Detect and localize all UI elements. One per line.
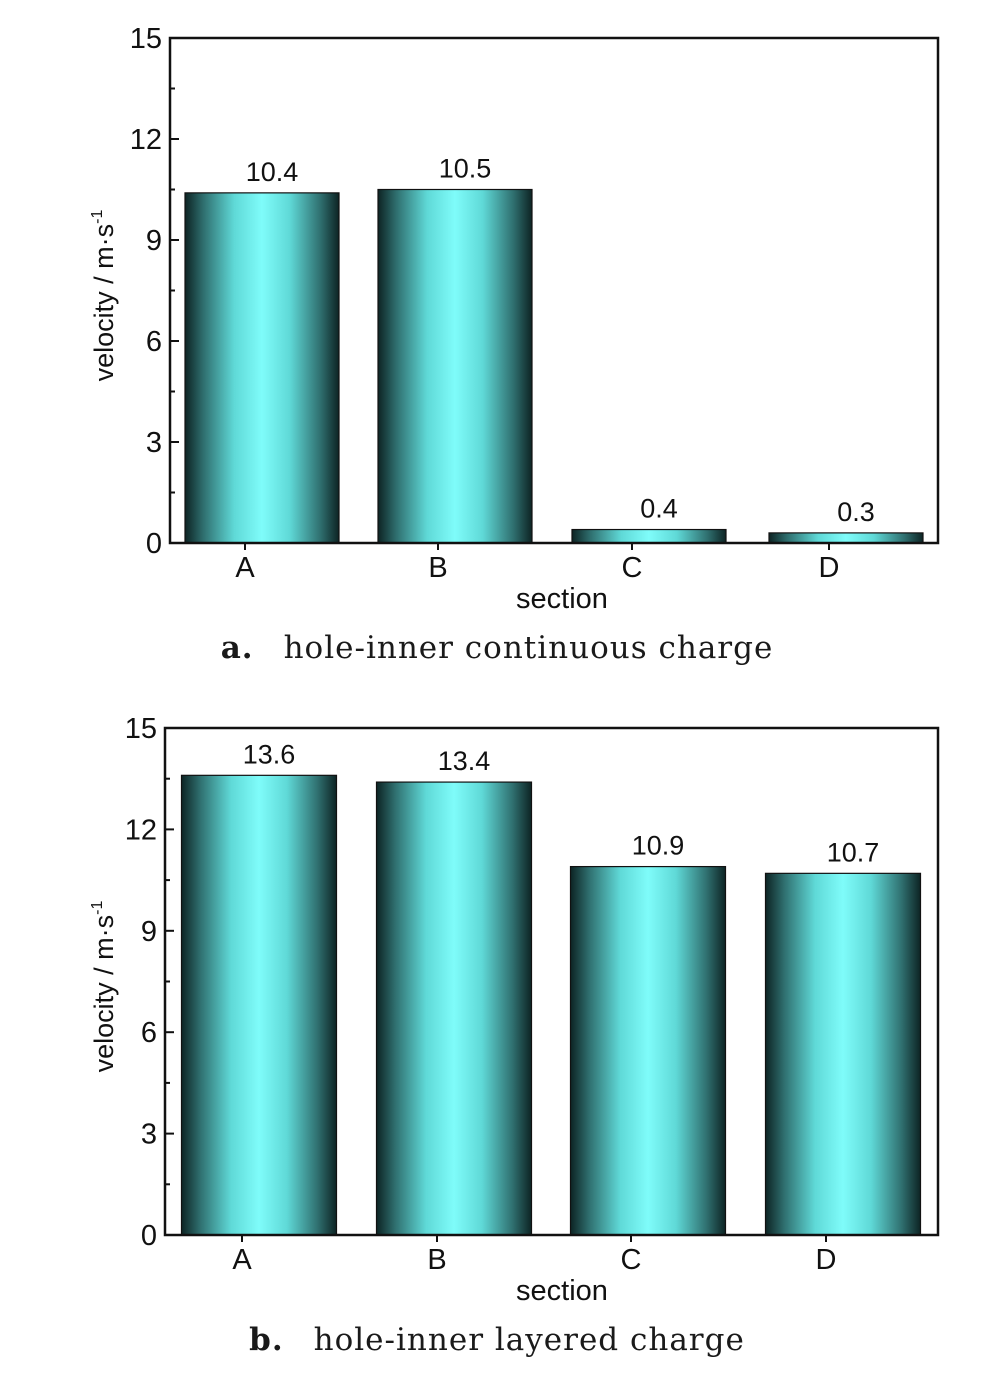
bar-A — [180, 774, 338, 1236]
y-axis-title: velocity / m·s-1 — [89, 210, 119, 382]
bar-D — [768, 532, 924, 544]
figure-caption-b: b. hole-inner layered charge — [0, 1322, 994, 1358]
bar-D — [764, 872, 922, 1236]
figure-caption-a: a. hole-inner continuous charge — [0, 630, 994, 666]
y-axis-title-exponent: -1 — [89, 210, 106, 224]
bar-B — [377, 188, 533, 544]
y-tick-label: 3 — [141, 1119, 157, 1151]
bar-A — [184, 192, 340, 544]
caption-letter: a. — [220, 630, 254, 666]
y-tick-label: 12 — [130, 124, 162, 156]
caption-text: hole-inner continuous charge — [283, 630, 774, 666]
y-axis-title: velocity / m·s-1 — [89, 901, 119, 1073]
x-tick-label-C: C — [622, 552, 643, 584]
x-tick-label-D: D — [816, 1244, 837, 1276]
x-axis-title: section — [516, 1275, 608, 1307]
caption-letter: b. — [249, 1322, 284, 1358]
y-tick-label: 6 — [141, 1017, 157, 1049]
data-label-D: 10.7 — [827, 837, 880, 867]
y-tick-label: 6 — [146, 326, 162, 358]
y-tick-label: 15 — [125, 713, 157, 745]
data-label-B: 10.5 — [439, 154, 492, 184]
x-tick-label-D: D — [819, 552, 840, 584]
data-label-C: 0.4 — [640, 494, 678, 524]
data-label-A: 13.6 — [243, 739, 296, 769]
x-tick-label-B: B — [428, 552, 447, 584]
x-axis-title: section — [516, 583, 608, 615]
x-tick-label-A: A — [235, 552, 255, 584]
data-label-C: 10.9 — [632, 831, 685, 861]
y-tick-label: 3 — [146, 427, 162, 459]
data-label-D: 0.3 — [837, 497, 875, 527]
caption-text: hole-inner layered charge — [313, 1322, 745, 1358]
data-label-A: 10.4 — [246, 157, 299, 187]
y-tick-label: 0 — [141, 1220, 157, 1252]
bar-B — [375, 781, 533, 1236]
y-tick-label: 0 — [146, 528, 162, 560]
y-axis-title-exponent: -1 — [89, 901, 106, 915]
y-tick-label: 9 — [141, 916, 157, 948]
y-tick-label: 9 — [146, 225, 162, 257]
data-label-B: 13.4 — [438, 746, 491, 776]
x-tick-label-C: C — [621, 1244, 642, 1276]
y-tick-label: 12 — [125, 814, 157, 846]
x-tick-label-A: A — [232, 1244, 252, 1276]
y-tick-label: 15 — [130, 23, 162, 55]
bar-C — [571, 528, 727, 544]
x-tick-label-B: B — [427, 1244, 446, 1276]
bar-C — [569, 865, 727, 1236]
